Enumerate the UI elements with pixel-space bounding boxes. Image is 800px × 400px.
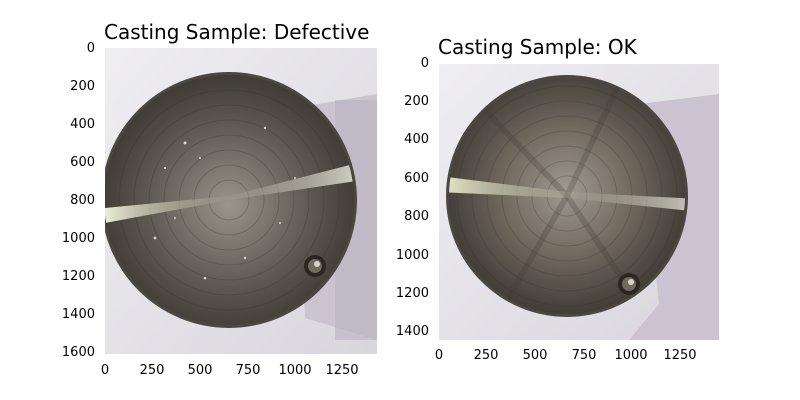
x-tick: 0: [434, 348, 444, 363]
y-tick: 800: [404, 209, 429, 224]
x-tick: 0: [100, 363, 110, 378]
image-ok: [439, 64, 719, 340]
panel-title-ok: Casting Sample: OK: [438, 35, 637, 59]
x-tick: 1000: [278, 363, 312, 378]
y-tick: 0: [86, 41, 95, 56]
y-tick: 1000: [395, 248, 429, 263]
panel-title-defective: Casting Sample: Defective: [104, 20, 370, 44]
y-tick: 200: [404, 94, 429, 109]
y-tick: 1600: [61, 345, 95, 360]
y-tick: 600: [404, 171, 429, 186]
y-tick: 1200: [61, 269, 95, 284]
y-tick: 1400: [61, 307, 95, 322]
y-tick: 0: [420, 56, 429, 71]
casting-photo-ok: [439, 64, 719, 340]
x-tick: 500: [522, 348, 548, 363]
x-tick: 500: [187, 363, 213, 378]
image-defective: [105, 48, 377, 354]
x-tick: 1000: [614, 348, 648, 363]
y-tick: 1400: [395, 324, 429, 339]
y-tick: 800: [70, 193, 95, 208]
y-tick: 400: [404, 132, 429, 147]
y-tick: 600: [70, 155, 95, 170]
y-tick: 1200: [395, 286, 429, 301]
x-tick: 750: [235, 363, 261, 378]
casting-photo-defective: [105, 48, 377, 354]
x-tick: 1250: [663, 348, 697, 363]
y-tick: 200: [70, 79, 95, 94]
x-tick: 750: [571, 348, 597, 363]
x-tick: 250: [139, 363, 165, 378]
x-tick: 250: [473, 348, 499, 363]
y-tick: 400: [70, 117, 95, 132]
y-tick: 1000: [61, 231, 95, 246]
x-tick: 1250: [325, 363, 359, 378]
